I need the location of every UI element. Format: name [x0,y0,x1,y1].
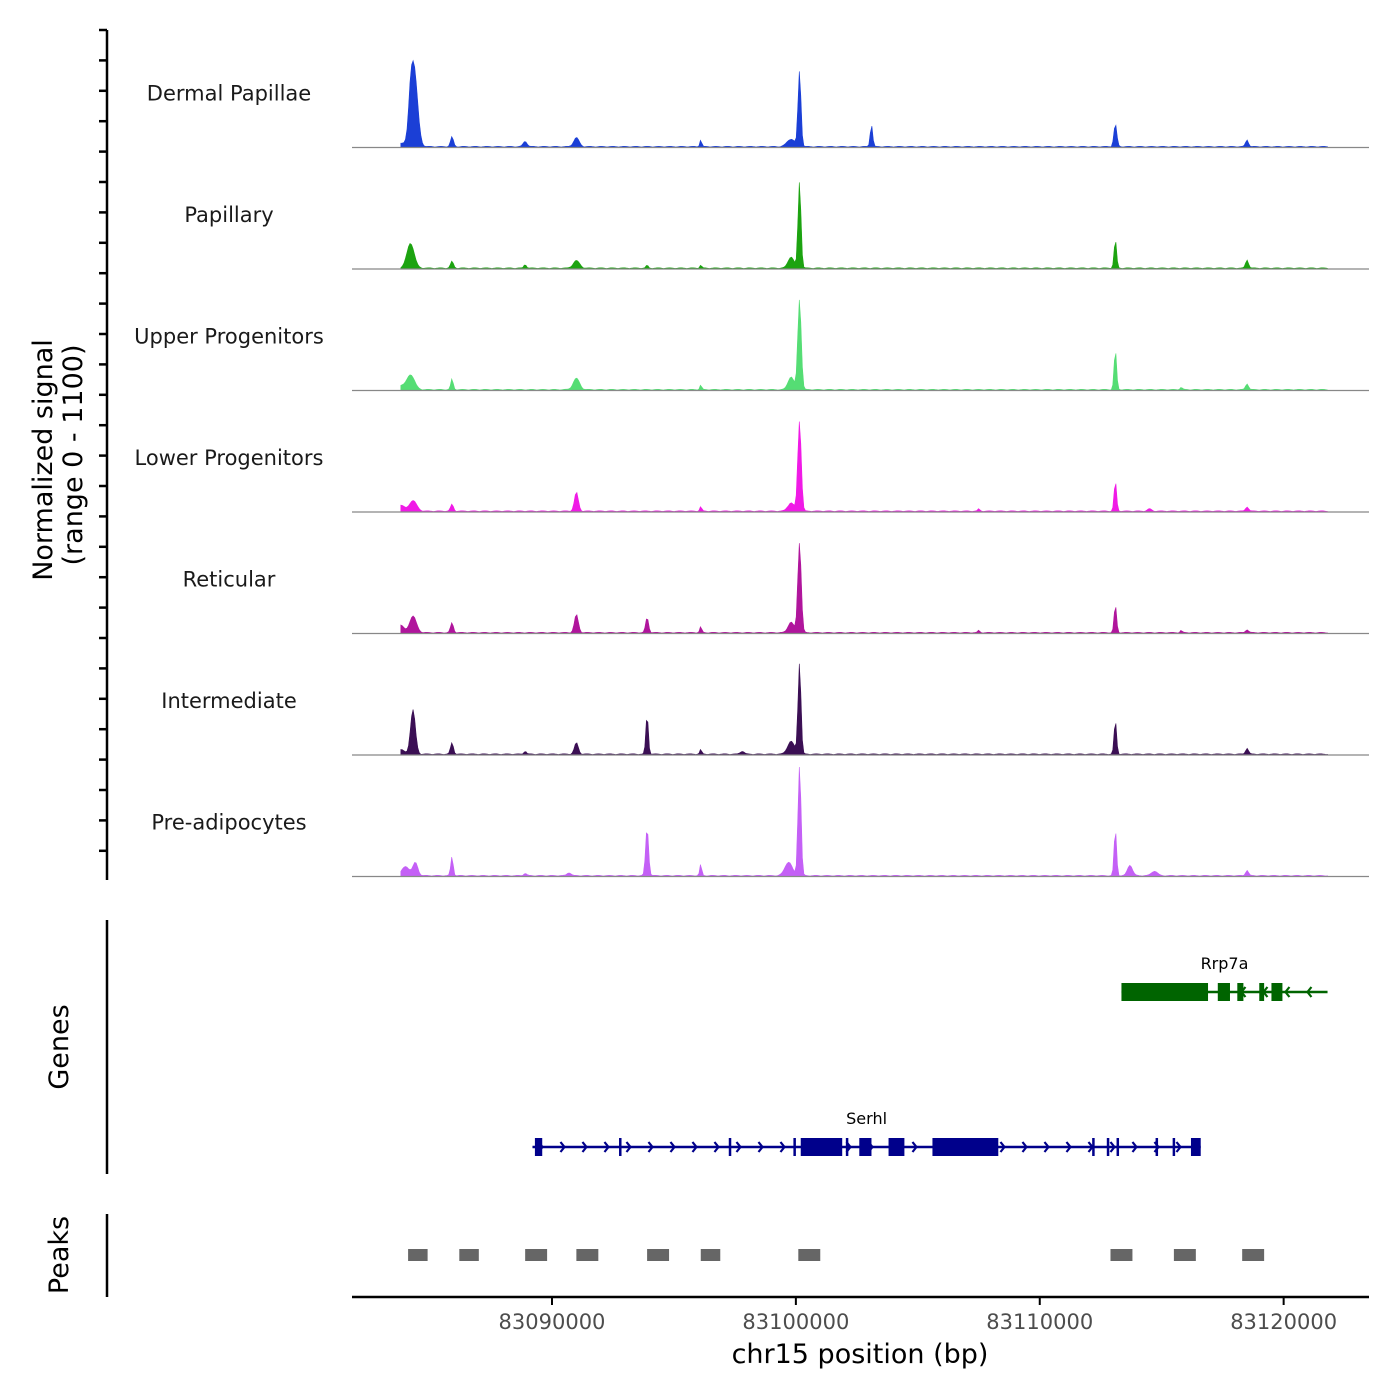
peak-region [525,1249,548,1261]
exon [1237,983,1244,1001]
signal-track-5: Intermediate [161,663,1369,756]
strand-arrow [713,1141,720,1153]
exon [888,1138,905,1156]
peak-region [1110,1249,1133,1261]
peak-region [1242,1249,1265,1261]
strand-arrow [735,1141,742,1153]
strand-arrow [1284,986,1291,998]
signal-area [400,543,1328,634]
strand-arrow [999,1141,1006,1153]
exon [859,1138,872,1156]
signal-track-6: Pre-adipocytes [151,766,1369,878]
signal-area [400,663,1328,756]
signal-track-0: Dermal Papillae [147,59,1369,149]
y-axis-title-line2: (range 0 - 1100) [58,345,89,566]
strand-arrow [757,1141,764,1153]
signal-track-3: Lower Progenitors [135,421,1369,513]
exon [1271,983,1283,1001]
x-tick-label: 83100000 [742,1310,849,1334]
x-tick-label: 83090000 [499,1310,606,1334]
strand-arrow [911,1141,918,1153]
strand-arrow [1043,1141,1050,1153]
peak-regions [408,1249,1265,1261]
exon [800,1138,843,1156]
signal-area [400,766,1328,877]
x-tick-label: 83110000 [986,1310,1093,1334]
signal-area [400,299,1328,391]
gene-Serhl: Serhl [532,1109,1201,1156]
signal-y-axis-ticks [99,28,107,853]
strand-arrow [647,1141,654,1153]
strand-arrow [625,1141,632,1153]
strand-arrow [1065,1141,1072,1153]
signal-tracks: Dermal Papillae Papillary Upper Progenitor… [134,59,1369,878]
x-axis-ticks: 83090000 83100000 83110000 83120000 [499,1297,1337,1334]
track-label: Reticular [183,568,276,592]
strand-arrow [779,1141,786,1153]
gene-annotations: Rrp7a Serhl [532,954,1328,1156]
track-label: Dermal Papillae [147,82,311,106]
peak-region [1173,1249,1196,1261]
exon [1217,983,1230,1001]
peak-region [647,1249,670,1261]
exon [1259,983,1265,1001]
y-axis-title-line1: Normalized signal [28,339,59,581]
peak-region [576,1249,599,1261]
exon [932,1138,999,1156]
peak-region [459,1249,479,1261]
strand-arrow [603,1141,610,1153]
genes-axis-title: Genes [44,1004,75,1089]
strand-arrow [1175,1141,1182,1153]
track-label: Lower Progenitors [135,446,324,470]
x-axis-title: chr15 position (bp) [732,1339,989,1370]
gene-Rrp7a: Rrp7a [1121,954,1328,1001]
strand-arrow [581,1141,588,1153]
signal-area [400,182,1328,270]
peak-region [408,1249,428,1261]
strand-arrow [1021,1141,1028,1153]
strand-arrow [1306,986,1313,998]
gene-name: Serhl [846,1109,887,1128]
strand-arrow [691,1141,698,1153]
peaks-axis-title: Peaks [44,1216,75,1294]
signal-area [400,421,1328,513]
strand-arrow [559,1141,566,1153]
x-tick-label: 83120000 [1230,1310,1337,1334]
peak-region [700,1249,721,1261]
peak-region [798,1249,821,1261]
signal-track-2: Upper Progenitors [134,299,1369,392]
signal-area [400,59,1328,148]
exon [1190,1138,1201,1156]
track-label: Pre-adipocytes [151,811,306,835]
gene-name: Rrp7a [1201,954,1249,973]
signal-track-4: Reticular [183,543,1369,635]
strand-arrow [1131,1141,1138,1153]
track-label: Upper Progenitors [134,325,324,349]
exon [1121,983,1209,1001]
strand-arrow [669,1141,676,1153]
strand-arrow [1109,1141,1116,1153]
track-label: Papillary [184,203,273,227]
exon [534,1138,543,1156]
track-label: Intermediate [161,689,297,713]
signal-track-1: Papillary [184,182,1369,270]
